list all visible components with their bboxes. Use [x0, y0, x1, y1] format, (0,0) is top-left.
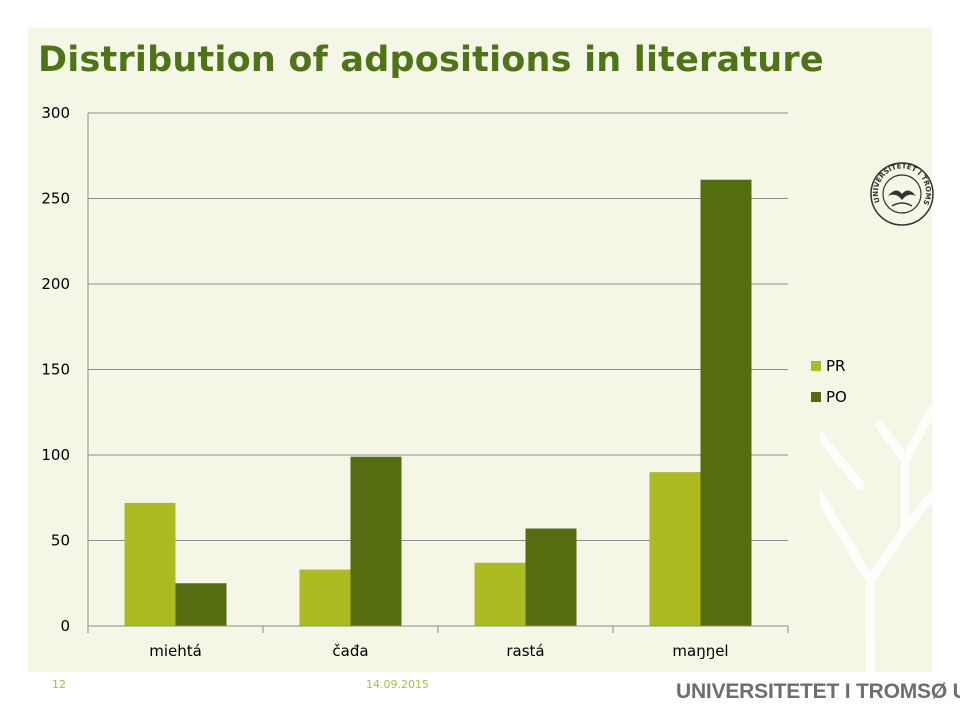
y-tick-label: 100 — [41, 446, 70, 464]
bar-pr-1 — [299, 569, 351, 626]
bar-pr-3 — [649, 472, 701, 626]
x-tick-label: čađa — [332, 642, 368, 660]
university-brand-wordmark: UNIVERSITETET I TROMSØ UiT — [676, 680, 960, 703]
x-tick-label: maŋŋel — [672, 642, 728, 660]
bar-pr-0 — [124, 502, 176, 626]
slide-title: Distribution of adpositions in literatur… — [38, 40, 824, 80]
y-tick-label: 200 — [41, 275, 70, 293]
y-tick-label: 150 — [41, 361, 70, 379]
y-tick-label: 300 — [41, 104, 70, 122]
bar-po-1 — [350, 456, 402, 626]
university-seal-logo: UNIVERSITETET I TROMSØ — [868, 160, 934, 226]
bars — [124, 179, 752, 626]
bar-po-2 — [525, 528, 577, 626]
x-tick-labels: miehtá čađa rastá maŋŋel — [149, 642, 728, 660]
y-tick-label: 50 — [51, 532, 70, 550]
legend-label-po: PO — [826, 388, 847, 406]
bar-po-0 — [175, 583, 227, 626]
y-tick-labels: 0 50 100 150 200 250 300 — [41, 104, 70, 635]
bar-pr-2 — [474, 562, 526, 626]
tree-branch-decoration — [820, 405, 932, 672]
y-tick-label: 250 — [41, 190, 70, 208]
x-tick-label: miehtá — [149, 642, 202, 660]
y-tick-label: 0 — [60, 617, 70, 635]
slide-date: 14.09.2015 — [366, 678, 429, 691]
legend: PR PO — [811, 357, 847, 406]
x-tick-label: rastá — [506, 642, 544, 660]
svg-text:UNIVERSITETET I TROMSØ: UNIVERSITETET I TROMSØ — [868, 160, 932, 206]
legend-swatch-pr — [811, 361, 821, 371]
axes — [87, 113, 789, 633]
bar-po-3 — [700, 179, 752, 626]
page-number: 12 — [52, 678, 66, 691]
legend-label-pr: PR — [826, 357, 845, 375]
legend-swatch-po — [811, 392, 821, 402]
